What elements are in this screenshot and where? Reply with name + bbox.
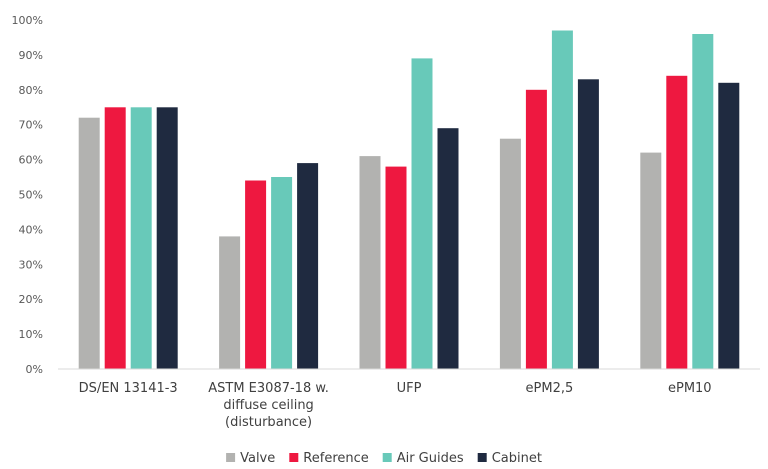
y-tick-label: 20% [19, 293, 43, 306]
legend-swatch [289, 453, 299, 462]
bar-cabinet [437, 128, 459, 369]
bar-reference [245, 180, 267, 369]
legend-label: Valve [240, 451, 275, 466]
bar-air-guides [130, 107, 152, 370]
x-category-label: ePM10 [668, 381, 712, 396]
bar-reference [525, 89, 547, 370]
y-tick-label: 100% [12, 14, 43, 27]
bar-valve [359, 156, 381, 369]
legend-swatch [226, 453, 236, 462]
bar-cabinet [577, 79, 599, 370]
y-tick-label: 40% [19, 223, 43, 236]
x-category-label: ePM2,5 [526, 381, 574, 396]
bar-cabinet [156, 107, 178, 370]
y-tick-label: 80% [19, 84, 43, 97]
bar-cabinet [297, 163, 319, 369]
bar-air-guides [551, 30, 573, 369]
y-tick-label: 60% [19, 154, 43, 167]
y-tick-label: 70% [19, 119, 43, 132]
legend-swatch [382, 453, 392, 462]
y-tick-label: 30% [19, 258, 43, 271]
y-tick-label: 90% [19, 49, 43, 62]
x-category-label: (disturbance) [225, 415, 312, 430]
bar-valve [640, 152, 662, 369]
bar-cabinet [718, 82, 740, 370]
bar-valve [499, 138, 521, 369]
bar-reference [666, 75, 688, 370]
legend-label: Reference [303, 451, 368, 466]
bar-air-guides [411, 58, 433, 370]
bar-reference [385, 166, 407, 369]
bar-reference [104, 107, 126, 370]
y-tick-label: 0% [26, 363, 43, 376]
legend-label: Air Guides [397, 451, 464, 466]
category-labels: DS/EN 13141-3 ASTM E3087-18 w. diffuse cei… [79, 381, 712, 430]
bar-valve [219, 236, 241, 369]
x-category-label: ASTM E3087-18 w. [208, 381, 329, 396]
bars [78, 30, 740, 370]
bar-air-guides [271, 177, 293, 369]
legend-label: Cabinet [492, 451, 542, 466]
bar-air-guides [692, 34, 714, 369]
x-category-label: diffuse ceiling [223, 398, 313, 413]
legend: Valve Reference Air Guides Cabinet [226, 451, 542, 466]
y-tick-label: 50% [19, 189, 43, 202]
x-category-label: DS/EN 13141-3 [79, 381, 178, 396]
x-category-label: UFP [397, 381, 422, 396]
legend-swatch [477, 453, 487, 462]
y-axis-tick-labels: 0% 10% 20% 30% 40% 50% 60% 70% 80% 90% 100% [12, 14, 43, 376]
bar-valve [78, 117, 100, 369]
y-tick-label: 10% [19, 328, 43, 341]
